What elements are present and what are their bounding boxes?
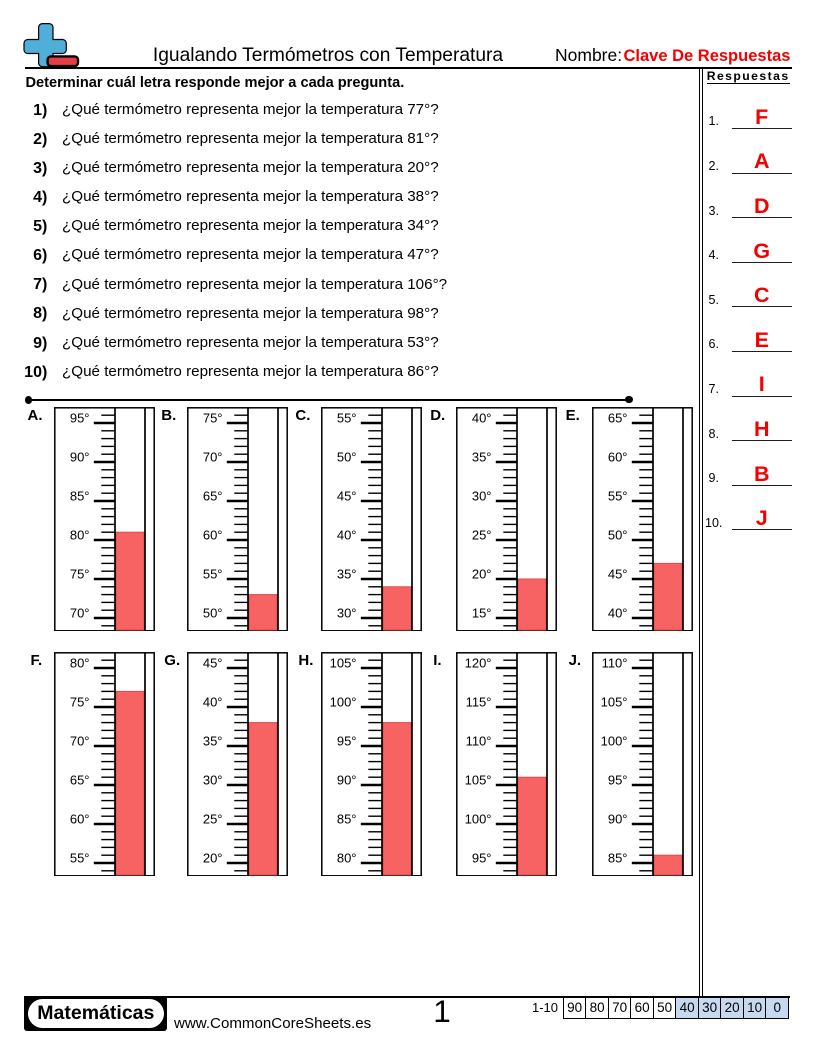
svg-text:85°: 85°: [607, 850, 627, 865]
svg-text:110°: 110°: [466, 733, 492, 748]
svg-text:90°: 90°: [337, 772, 357, 787]
svg-text:35°: 35°: [337, 566, 357, 581]
svg-text:30°: 30°: [203, 772, 223, 787]
svg-text:15°: 15°: [472, 605, 492, 620]
svg-text:55°: 55°: [203, 566, 223, 581]
svg-text:95°: 95°: [69, 410, 89, 425]
svg-text:95°: 95°: [472, 850, 492, 865]
svg-text:75°: 75°: [69, 566, 89, 581]
svg-text:85°: 85°: [337, 811, 357, 826]
svg-text:100°: 100°: [600, 733, 627, 748]
svg-text:35°: 35°: [472, 449, 492, 464]
svg-text:40°: 40°: [337, 527, 357, 542]
svg-text:45°: 45°: [337, 488, 357, 503]
svg-text:20°: 20°: [472, 566, 492, 581]
svg-text:75°: 75°: [69, 694, 89, 709]
svg-text:105°: 105°: [330, 655, 357, 670]
svg-text:55°: 55°: [607, 488, 627, 503]
svg-text:30°: 30°: [472, 488, 492, 503]
svg-text:60°: 60°: [203, 527, 223, 542]
svg-text:25°: 25°: [472, 527, 492, 542]
svg-text:65°: 65°: [203, 488, 223, 503]
svg-text:50°: 50°: [337, 449, 357, 464]
svg-text:65°: 65°: [69, 772, 89, 787]
svg-text:55°: 55°: [337, 410, 357, 425]
svg-text:30°: 30°: [337, 605, 357, 620]
svg-text:90°: 90°: [607, 811, 627, 826]
svg-text:55°: 55°: [69, 850, 89, 865]
svg-text:70°: 70°: [203, 449, 223, 464]
svg-text:35°: 35°: [203, 733, 223, 748]
svg-text:50°: 50°: [203, 605, 223, 620]
svg-text:40°: 40°: [203, 694, 223, 709]
svg-text:50°: 50°: [607, 527, 627, 542]
svg-text:75°: 75°: [203, 410, 223, 425]
svg-text:25°: 25°: [203, 811, 223, 826]
svg-text:110°: 110°: [601, 655, 627, 670]
svg-text:60°: 60°: [607, 449, 627, 464]
svg-text:70°: 70°: [69, 605, 89, 620]
svg-text:95°: 95°: [337, 733, 357, 748]
svg-text:90°: 90°: [69, 449, 89, 464]
svg-text:20°: 20°: [203, 850, 223, 865]
svg-text:100°: 100°: [330, 694, 357, 709]
svg-text:105°: 105°: [600, 694, 627, 709]
svg-text:60°: 60°: [69, 811, 89, 826]
svg-text:80°: 80°: [69, 527, 89, 542]
svg-text:120°: 120°: [465, 655, 492, 670]
svg-text:65°: 65°: [607, 410, 627, 425]
svg-text:100°: 100°: [465, 811, 492, 826]
svg-text:80°: 80°: [69, 655, 89, 670]
svg-text:45°: 45°: [203, 655, 223, 670]
svg-text:105°: 105°: [465, 772, 492, 787]
svg-text:40°: 40°: [607, 605, 627, 620]
svg-text:70°: 70°: [69, 733, 89, 748]
svg-text:85°: 85°: [69, 488, 89, 503]
svg-text:40°: 40°: [472, 410, 492, 425]
svg-text:80°: 80°: [337, 850, 357, 865]
svg-text:115°: 115°: [466, 694, 492, 709]
svg-text:95°: 95°: [607, 772, 627, 787]
svg-text:45°: 45°: [607, 566, 627, 581]
